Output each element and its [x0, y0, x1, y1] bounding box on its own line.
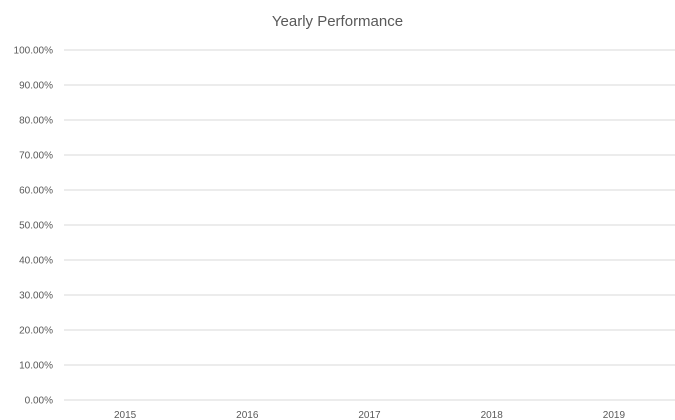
x-tick-label: 2019	[603, 410, 626, 420]
y-tick-label: 70.00%	[19, 151, 53, 162]
y-tick-labels: 0.00% 10.00% 20.00% 30.00% 40.00% 50.00% 60.00…	[14, 46, 54, 407]
x-tick-label: 2018	[481, 410, 504, 420]
x-tick-label: 2017	[358, 410, 381, 420]
y-tick-label: 50.00%	[19, 221, 53, 232]
y-tick-label: 30.00%	[19, 291, 53, 302]
y-tick-label: 60.00%	[19, 186, 53, 197]
x-tick-labels: 2015 2016 2017 2018 2019	[114, 410, 625, 420]
y-tick-label: 10.00%	[19, 361, 53, 372]
x-tick-label: 2016	[236, 410, 259, 420]
y-tick-label: 100.00%	[14, 46, 54, 57]
x-tick-label: 2015	[114, 410, 137, 420]
y-tick-label: 90.00%	[19, 81, 53, 92]
y-tick-label: 20.00%	[19, 326, 53, 337]
gridlines	[64, 49, 675, 401]
chart-title: Yearly Performance	[271, 13, 404, 30]
y-tick-label: 0.00%	[25, 396, 53, 407]
y-tick-label: 40.00%	[19, 256, 53, 267]
y-tick-label: 80.00%	[19, 116, 53, 127]
